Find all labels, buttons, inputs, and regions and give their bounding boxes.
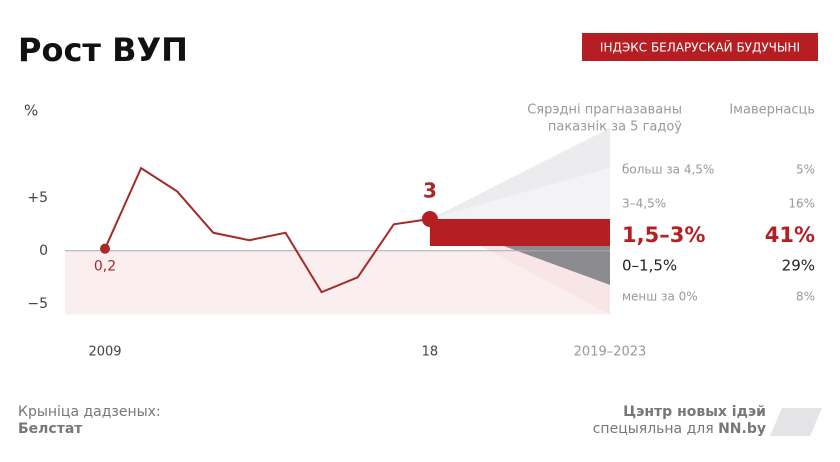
credit: Цэнтр новых ідэй xyxy=(623,404,766,420)
source-label: Крыніца дадзеных: xyxy=(18,404,161,420)
source: Белстат xyxy=(18,421,83,437)
line xyxy=(104,166,431,294)
probability-label: 5% xyxy=(796,163,815,177)
forecast-label: 3–4,5% xyxy=(622,197,666,211)
y-axis-label: % xyxy=(24,102,38,120)
point xyxy=(421,211,438,227)
y-tick-label: +5 xyxy=(27,190,48,206)
x-tick-label: 2009 xyxy=(88,345,121,360)
forecast-band xyxy=(429,219,610,246)
logo-shape xyxy=(770,408,822,436)
badge-bg xyxy=(582,33,818,61)
probability-label: 29% xyxy=(782,257,815,275)
y-tick-label: −5 xyxy=(27,296,48,312)
value-label: 3 xyxy=(423,179,437,203)
credit-prefix: спецыяльна для xyxy=(593,421,714,437)
credit-line: спецыяльна для NN.by xyxy=(593,421,766,437)
forecast-label: 1,5–3% xyxy=(622,223,705,247)
probability-label: 8% xyxy=(796,290,815,304)
probability-label: 41% xyxy=(765,223,815,247)
forecast-label: менш за 0% xyxy=(622,290,698,304)
credit-brand: NN.by xyxy=(718,421,766,437)
forecast-label: больш за 4,5% xyxy=(622,163,714,177)
forecast-label: 0–1,5% xyxy=(622,257,677,275)
forecast-wedge xyxy=(429,219,610,285)
probability-header: Імавернасць xyxy=(729,103,815,118)
forecast-header: паказнік за 5 гадоў xyxy=(548,120,682,135)
value-label: 0,2 xyxy=(94,259,116,275)
probability-label: 16% xyxy=(788,197,815,211)
forecast-header: Сярэдні прагназаваны xyxy=(527,103,682,118)
forecast-period: 2019–2023 xyxy=(574,345,647,360)
forecast-wedge xyxy=(429,168,610,219)
y-tick-label: 0 xyxy=(39,243,48,259)
x-tick-label: 18 xyxy=(422,345,439,360)
forecast-wedge xyxy=(429,128,610,219)
badge: ІНДЭКС БЕЛАРУСКАЙ БУДУЧЫНІ xyxy=(600,40,800,55)
chart-title: Рост ВУП xyxy=(18,31,188,69)
point xyxy=(100,243,110,254)
